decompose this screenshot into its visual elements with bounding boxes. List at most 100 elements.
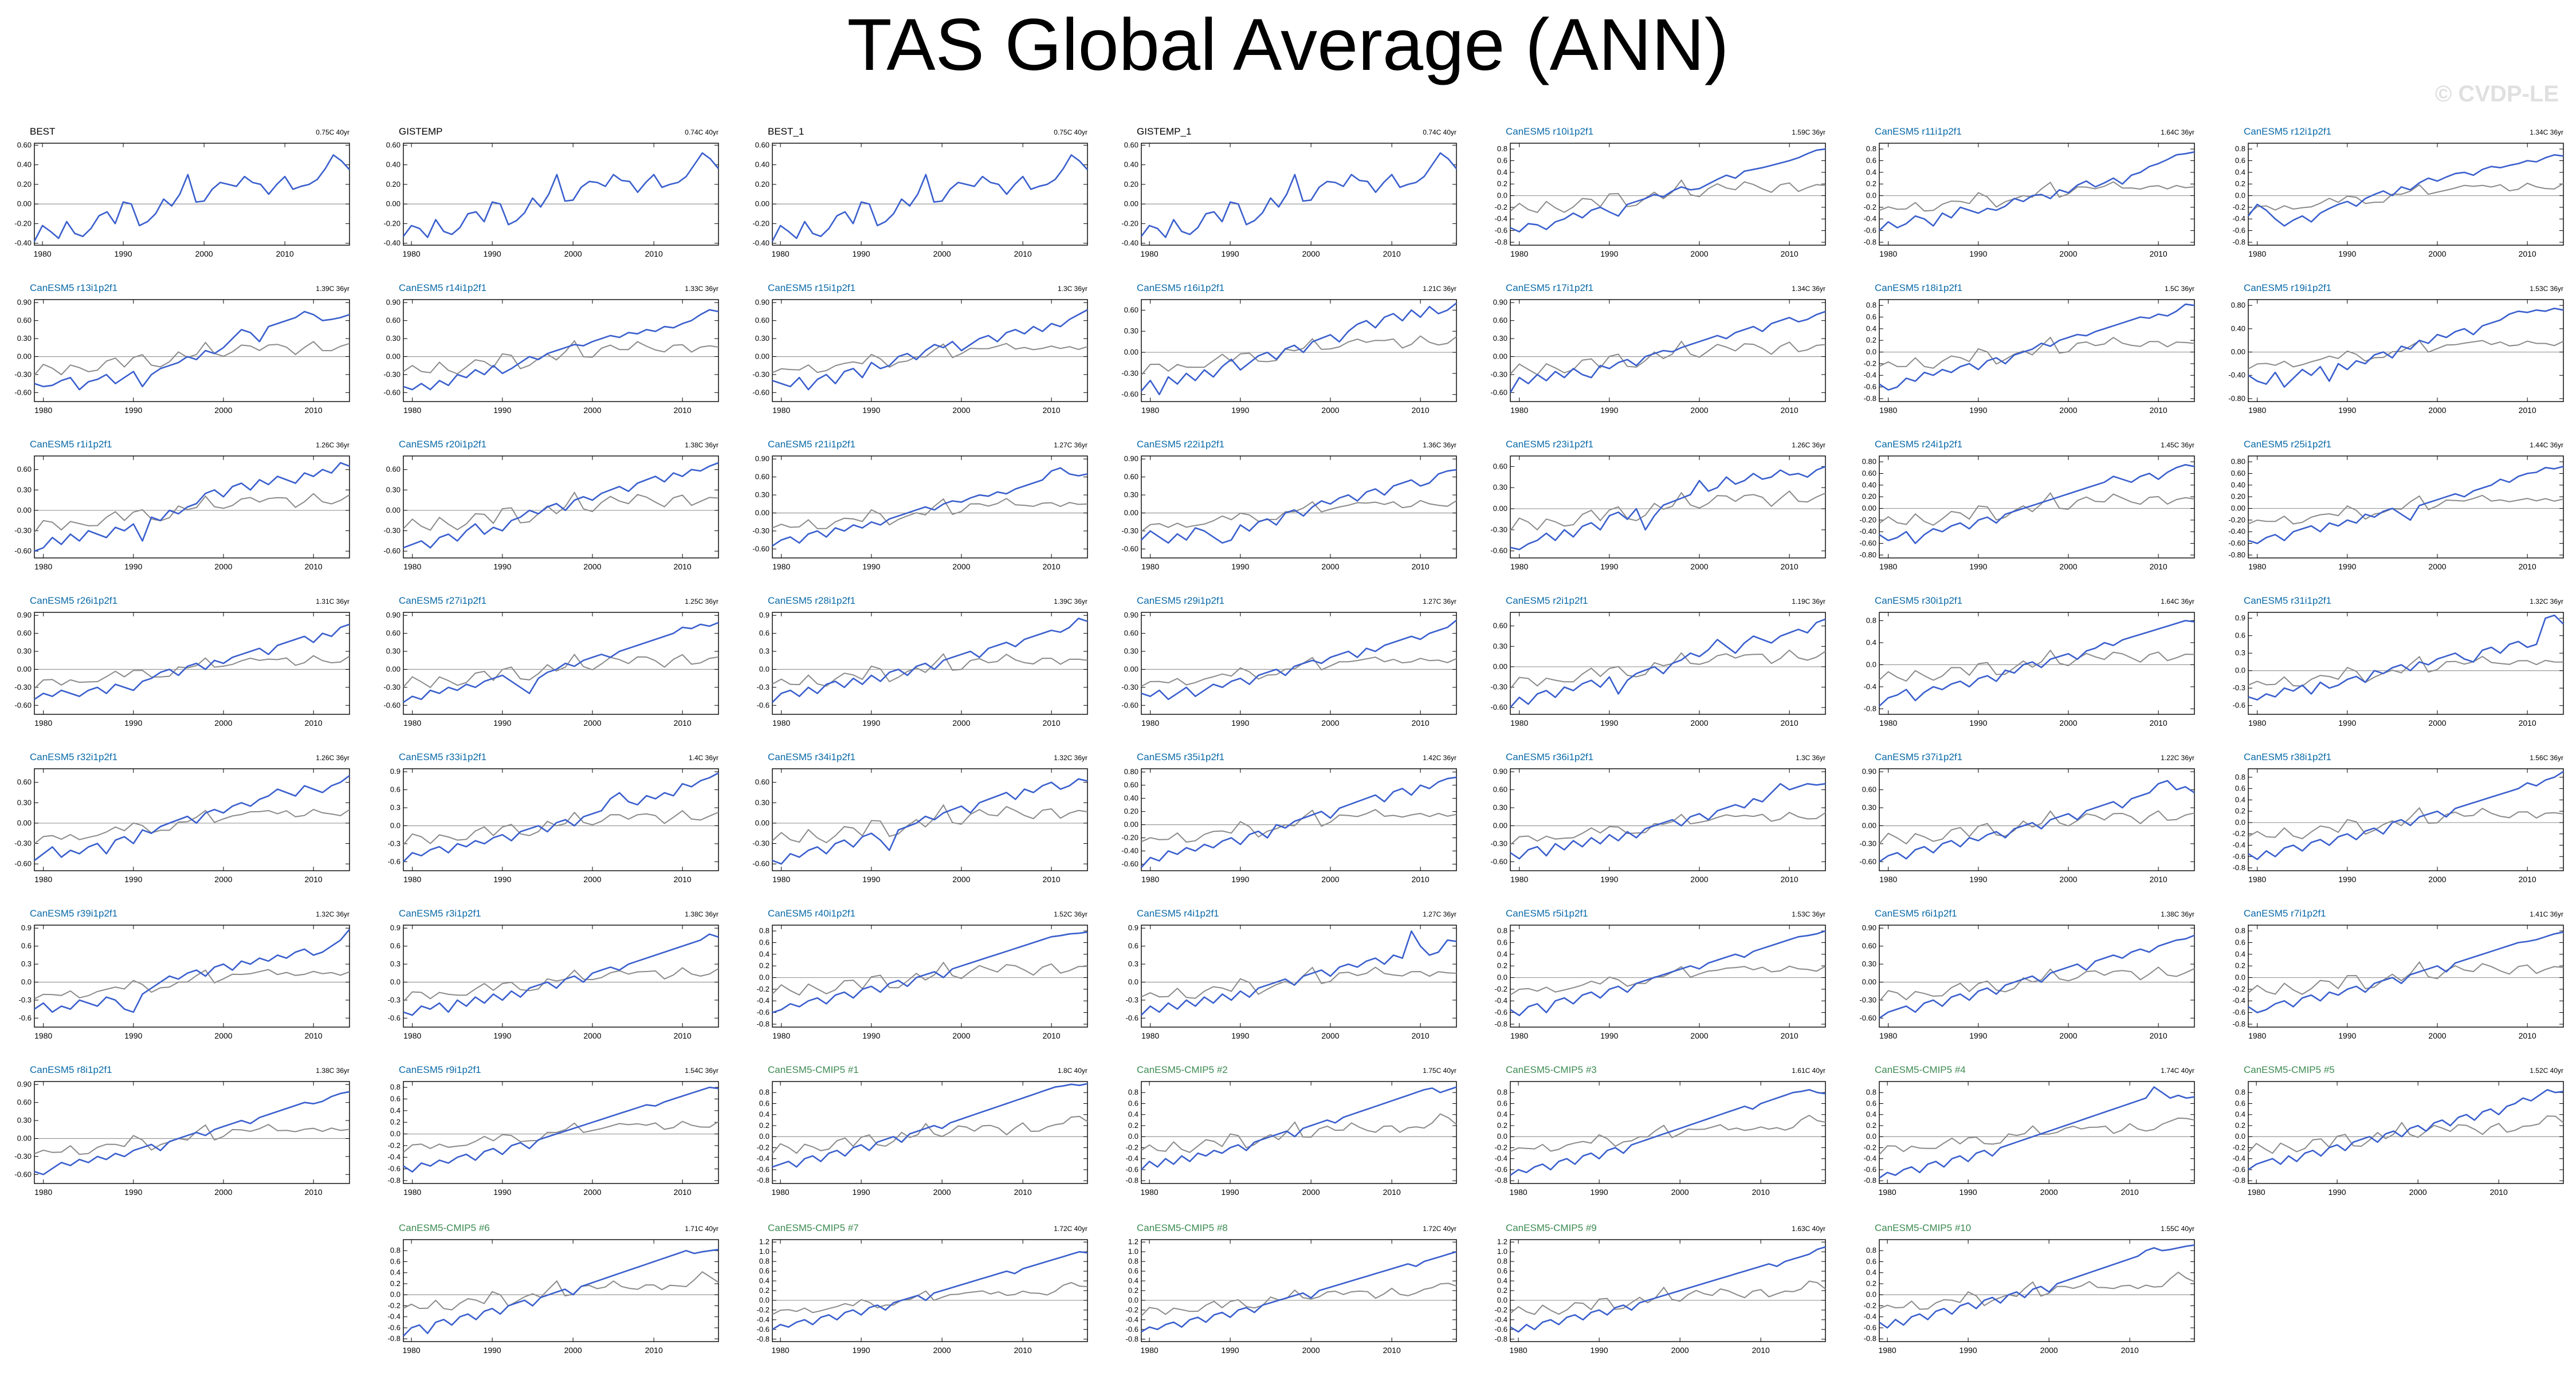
series-line [1879,1244,2195,1329]
observed-reference-line [403,653,719,689]
plot-frame [772,612,1088,715]
x-tick-label: 1990 [1231,875,1249,884]
plot-frame [34,612,350,715]
observed-reference-line [403,1120,719,1153]
y-tick-label: 0.20 [17,180,32,188]
series-line [1879,934,2195,1019]
series-line [34,774,350,862]
observed-reference-line [1510,965,1826,996]
x-tick-label: 2010 [305,718,323,728]
x-tick-label: 1990 [115,249,132,258]
x-tick-label: 2010 [1412,718,1430,728]
y-tick-label: 0.60 [17,629,32,638]
plot-frame [1879,1081,2195,1184]
y-tick-label: 0.30 [17,334,32,343]
y-tick-label: 0.40 [1862,481,1876,489]
x-tick-label: 1990 [862,562,880,571]
x-tick-label: 1990 [493,718,511,728]
panel-trend: 1.4C 36yr [688,754,718,762]
y-tick-label: 0.8 [759,1257,769,1265]
panel-trend: 1.63C 40yr [1792,1225,1825,1233]
x-tick-label: 1980 [403,1346,421,1355]
y-tick-label: -0.4 [1864,1312,1876,1321]
x-tick-label: 2000 [214,1031,232,1040]
y-tick-label: 0.0 [759,973,769,982]
plot-frame [1879,299,2195,402]
x-tick-label: 1990 [862,1031,880,1040]
panel-trend: 1.45C 36yr [2161,441,2194,449]
observed-reference-line [2248,494,2564,525]
panel-title: CanESM5-CMIP5 #6 [399,1222,490,1233]
x-tick-label: 2000 [1302,249,1320,258]
x-tick-label: 2000 [2428,1031,2446,1040]
chart-svg: -0.40 -0.20 0.00 0.20 0.40 0.60 1980 1990 2000 20… [752,140,1088,258]
y-tick-label: -0.4 [1864,214,1876,223]
series-line [1141,1251,1457,1333]
y-tick-label: 0.8 [2235,773,2245,781]
chart-svg: -0.8 -0.6 -0.4 -0.2 0.0 0.2 0.4 0.6 0.8 1980 1990 2… [757,925,1088,1040]
x-tick-label: 2010 [1781,875,1799,884]
chart-svg: -0.60 -0.30 0.00 0.30 0.60 0.90 1980 1990 2000 20… [1859,923,2195,1040]
x-tick-label: 1980 [1879,562,1897,571]
series-line [1141,930,1457,1016]
y-tick-label: 0.0 [1866,191,1876,200]
y-tick-label: 0.0 [1128,977,1138,986]
y-tick-label: -0.2 [1495,1143,1507,1151]
y-tick-label: -0.6 [388,1165,400,1173]
y-tick-label: 0.8 [759,1088,769,1096]
y-tick-label: 0.60 [1862,469,1876,478]
y-tick-label: 0.3 [2235,648,2245,657]
series-line [772,778,1088,865]
chart-svg: -0.60 -0.30 0.00 0.30 0.60 0.90 1980 1990 2000 20… [1121,454,1457,571]
x-tick-label: 1990 [493,562,511,571]
panel-trend: 1.34C 36yr [1792,285,1825,293]
y-tick-label: 0.90 [1862,767,1876,776]
y-tick-label: 0.4 [2235,1110,2245,1119]
y-tick-label: 0.9 [1128,923,1138,932]
x-tick-label: 2000 [564,249,582,258]
y-tick-label: -0.2 [2233,985,2245,993]
chart-panel: CanESM5 r31i1p2f1 1.32C 36yr -0.6 -0.3 0.0 0.… [2220,595,2569,744]
plot-frame [34,455,350,559]
y-tick-label: -0.60 [14,701,32,709]
observed-reference-line [2248,655,2564,687]
x-tick-label: 1980 [403,1187,421,1197]
y-tick-label: -0.40 [2228,371,2245,379]
plot-frame [403,455,719,559]
y-tick-label: 0.0 [1128,1296,1138,1304]
panel-trend: 1.38C 36yr [316,1067,350,1075]
panel-title: CanESM5 r28i1p2f1 [768,595,856,606]
x-tick-label: 1980 [1510,1031,1528,1040]
y-tick-label: -0.4 [1126,1315,1138,1324]
x-tick-label: 2010 [1752,1187,1770,1197]
y-tick-label: -0.30 [383,683,400,691]
y-tick-label: -0.8 [1126,1176,1138,1185]
chart-panel: CanESM5 r23i1p2f1 1.26C 36yr -0.60 -0.30 0.0… [1482,439,1831,588]
y-tick-label: 0.4 [1866,324,1876,333]
y-tick-label: 0.00 [17,199,32,208]
chart-svg: -0.8 -0.6 -0.4 -0.2 0.0 0.2 0.4 0.6 0.8 1980 1990 2… [1864,1081,2195,1197]
panel-title: CanESM5 r31i1p2f1 [2244,595,2332,606]
x-tick-label: 1980 [34,562,52,571]
panel-title: CanESM5 r38i1p2f1 [2244,752,2332,762]
observed-reference-line [1510,1280,1826,1315]
chart-svg: -0.60 -0.30 0.00 0.30 0.60 1980 1990 2000 2010 [1490,455,1826,571]
observed-reference-line [772,498,1088,529]
y-tick-label: -0.6 [2233,1008,2245,1017]
y-tick-label: 0.6 [390,1257,400,1265]
y-tick-label: -0.60 [752,544,769,553]
panel-trend: 1.61C 40yr [1792,1067,1825,1075]
y-tick-label: 0.60 [1124,629,1138,638]
y-tick-label: 0.30 [1493,483,1507,491]
plot-frame [1141,1239,1457,1342]
y-tick-label: -0.4 [2233,1154,2245,1163]
y-tick-label: -0.40 [1121,847,1138,855]
y-tick-label: 0.2 [1866,336,1876,344]
y-tick-label: -0.30 [14,370,32,379]
panel-title: CanESM5 r5i1p2f1 [1506,908,1588,919]
y-tick-label: 0.00 [755,819,769,827]
panel-title: CanESM5 r20i1p2f1 [399,439,487,450]
y-tick-label: 0.00 [17,1134,32,1142]
x-tick-label: 1980 [1510,1187,1527,1197]
series-line [2248,931,2564,1013]
